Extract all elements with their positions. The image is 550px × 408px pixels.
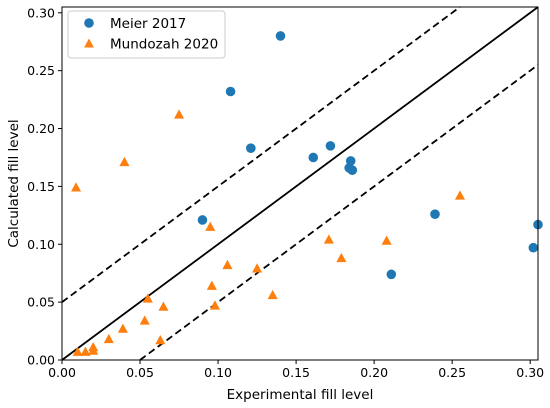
data-point-meier-2017: [308, 152, 319, 163]
data-point-mundozah-2020: [119, 156, 130, 167]
x-tick-label: 0.10: [204, 365, 232, 380]
legend-marker-mundozah-2020: [84, 38, 94, 48]
upper-bound-line: [61, 6, 461, 303]
x-tick-label: 0.25: [438, 365, 466, 380]
x-axis-ticks: 0.00 0.05 0.10 0.15 0.20 0.25 0.30: [48, 360, 544, 380]
x-tick-label: 0.20: [360, 365, 388, 380]
legend-label-meier-2017: Meier 2017: [110, 16, 186, 32]
data-point-meier-2017: [325, 141, 336, 151]
data-point-mundozah-2020: [323, 234, 334, 244]
data-point-mundozah-2020: [205, 221, 216, 231]
legend: Meier 2017 Mundozah 2020: [67, 10, 226, 59]
reference-lines: [61, 6, 539, 361]
x-tick-label: 0.15: [282, 365, 310, 380]
data-point-mundozah-2020: [103, 333, 114, 344]
identity-line: [61, 6, 539, 361]
data-point-meier-2017: [197, 215, 208, 225]
data-point-mundozah-2020: [222, 259, 233, 270]
y-tick-label: 0.25: [27, 63, 55, 78]
data-point-mundozah-2020: [252, 263, 263, 273]
y-tick-label: 0.00: [27, 353, 55, 368]
data-point-mundozah-2020: [209, 300, 220, 310]
data-point-meier-2017: [345, 156, 356, 166]
y-tick-label: 0.10: [27, 237, 55, 252]
data-point-meier-2017: [386, 269, 397, 280]
data-point-meier-2017: [246, 143, 256, 153]
y-tick-label: 0.05: [27, 295, 55, 310]
data-point-meier-2017: [275, 31, 286, 41]
data-point-mundozah-2020: [71, 182, 82, 192]
x-tick-label: 0.00: [48, 365, 76, 380]
data-point-mundozah-2020: [88, 345, 99, 355]
data-point-mundozah-2020: [139, 315, 150, 325]
data-point-mundozah-2020: [72, 346, 83, 356]
lower-bound-line: [139, 64, 539, 361]
data-point-mundozah-2020: [381, 235, 392, 245]
legend-label-mundozah-2020: Mundozah 2020: [110, 37, 218, 53]
data-point-mundozah-2020: [117, 323, 128, 333]
data-point-mundozah-2020: [267, 289, 278, 300]
data-points: [71, 31, 543, 356]
y-axis-label: Calculated fill level: [6, 119, 22, 247]
data-point-meier-2017: [347, 165, 358, 175]
legend-marker-meier-2017: [84, 18, 94, 28]
data-point-mundozah-2020: [206, 280, 217, 290]
y-tick-label: 0.20: [27, 121, 55, 136]
data-point-mundozah-2020: [336, 252, 347, 263]
x-tick-label: 0.05: [126, 365, 154, 380]
x-tick-label: 0.30: [516, 365, 544, 380]
plot-frame: [61, 6, 539, 361]
y-tick-label: 0.15: [27, 179, 55, 194]
data-point-meier-2017: [528, 242, 539, 253]
y-axis-ticks: 0.00 0.05 0.10 0.15 0.20 0.25 0.30: [27, 5, 62, 368]
data-point-meier-2017: [225, 86, 236, 97]
x-axis-label: Experimental fill level: [227, 387, 374, 403]
data-point-mundozah-2020: [174, 109, 185, 119]
data-point-mundozah-2020: [454, 190, 466, 200]
data-point-mundozah-2020: [155, 335, 166, 345]
data-point-meier-2017: [430, 209, 440, 219]
data-point-mundozah-2020: [80, 346, 91, 356]
data-point-mundozah-2020: [142, 293, 153, 303]
y-tick-label: 0.30: [27, 5, 55, 20]
legend-box: [67, 10, 226, 59]
data-point-mundozah-2020: [158, 301, 169, 311]
